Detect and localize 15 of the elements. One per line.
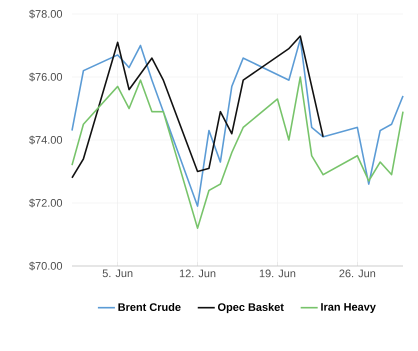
line-series <box>71 76 404 229</box>
x-tick-label: 19. Jun <box>260 270 296 278</box>
y-tick-label: $72.00 <box>29 198 62 208</box>
line-series <box>71 35 324 179</box>
legend-label: Opec Basket <box>218 302 284 314</box>
x-tick-label: 26. Jun <box>339 270 376 278</box>
legend-label: Brent Crude <box>118 302 181 311</box>
x-tick-label: 12. Jun <box>180 270 216 278</box>
line-series <box>71 38 404 207</box>
x-tick-label: 5. Jun <box>102 270 132 278</box>
y-tick-label: $78.00 <box>29 10 62 18</box>
y-tick-label: $74.00 <box>29 136 62 144</box>
y-tick-label: $70.00 <box>29 262 62 270</box>
y-tick-label: $76.00 <box>29 72 62 82</box>
legend-label: Iran Heavy <box>321 303 376 313</box>
